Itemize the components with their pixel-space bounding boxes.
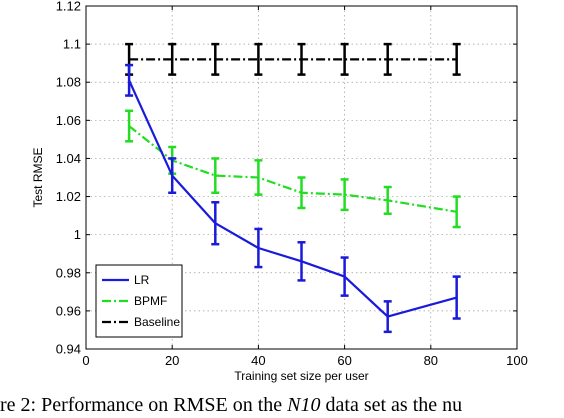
caption-suffix: data set as the nu [321,394,463,416]
legend-label-lr: LR [134,273,150,287]
series-line [128,79,457,318]
y-tick-label: 1.12 [56,0,81,14]
legend-label-baseline: Baseline [134,315,180,329]
caption-italic: N10 [286,394,320,416]
y-tick-label: 0.96 [56,303,81,318]
caption-prefix: re 2: Performance on RMSE on the [0,394,287,416]
figure-caption: re 2: Performance on RMSE on the N10 dat… [0,394,462,416]
x-tick-labels: 0 20 40 60 80 100 [82,353,527,368]
legend-label-bpmf: BPMF [134,294,167,308]
x-tick-label: 20 [165,353,179,368]
series-layer [125,42,461,334]
series-line [128,125,457,213]
series-lr [125,63,461,334]
x-tick-label: 40 [251,353,265,368]
series-bpmf [125,109,461,229]
x-tick-label: 60 [337,353,351,368]
series-baseline [125,42,461,76]
plot-frame [85,5,518,350]
y-tick-label: 1.02 [56,189,81,204]
y-tick-label: 1.04 [56,151,81,166]
y-tick-label: 0.98 [56,265,81,280]
y-tick-label: 1.1 [63,37,81,52]
y-tick-label: 1.08 [56,75,81,90]
y-tick-label: 1 [74,227,81,242]
y-tick-label: 1.06 [56,113,81,128]
axis-ticks [85,5,518,350]
x-tick-label: 0 [82,353,89,368]
x-tick-label: 100 [506,353,528,368]
y-axis-label: Test RMSE [31,147,45,207]
x-tick-label: 80 [424,353,438,368]
y-tick-label: 0.94 [56,342,81,357]
legend: LR BPMF Baseline [95,264,183,338]
y-tick-labels: 0.94 0.96 0.98 1 1.02 1.04 1.06 1.08 1.1 1.12 [56,0,81,357]
x-axis-label: Training set size per user [234,369,368,383]
